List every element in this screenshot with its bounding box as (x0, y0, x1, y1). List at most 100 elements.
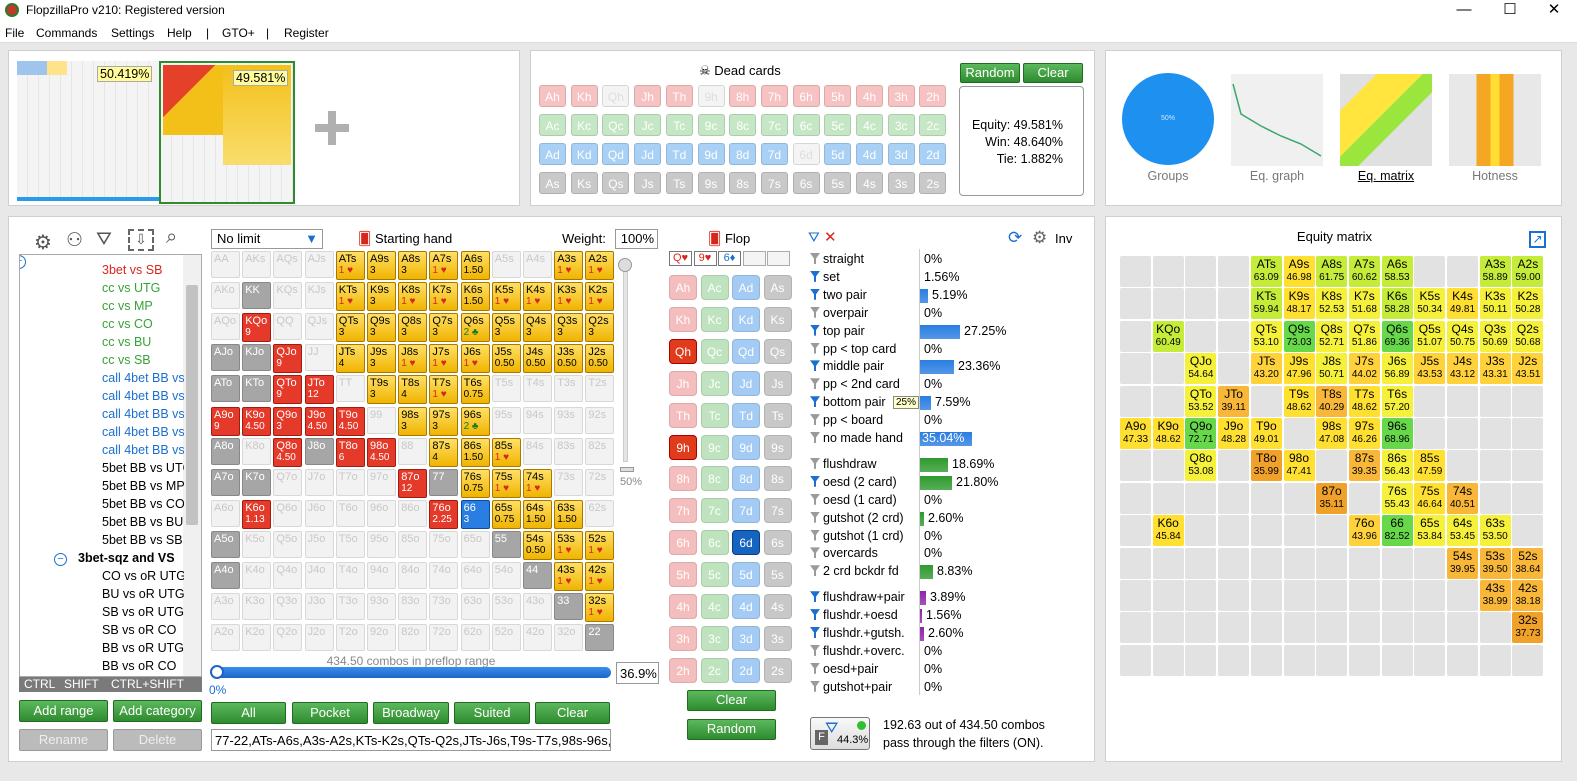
hotness-thumbnail[interactable] (1449, 74, 1541, 166)
equity-matrix-cell-A9s[interactable]: A9s 46.98 (1283, 256, 1315, 287)
dead-card-Qc[interactable]: Qc (602, 114, 630, 136)
equity-matrix-cell-76s[interactable]: 76s 55.43 (1381, 482, 1413, 514)
stat-row-middle-pair[interactable]: middle pair (810, 359, 884, 373)
equity-matrix-cell-QTs[interactable]: QTs 53.10 (1250, 320, 1282, 352)
flop-card-Jd[interactable]: Jd (732, 370, 760, 396)
select-suited-button[interactable]: Suited (454, 702, 530, 724)
tree-item[interactable]: cc vs SB (102, 353, 151, 367)
dead-card-Jc[interactable]: Jc (634, 114, 662, 136)
hand-cell-KJo[interactable]: KJo (242, 344, 272, 372)
dead-card-9c[interactable]: 9c (697, 114, 725, 136)
equity-matrix-cell-98o[interactable]: 98o 47.41 (1283, 450, 1315, 482)
hand-cell-A9o[interactable]: A9o 9 (211, 406, 240, 436)
tree-item[interactable]: 5bet BB vs CO (102, 497, 184, 511)
hand-cell-75s[interactable]: 75s 1 ♥ (491, 468, 521, 498)
import-icon[interactable]: ⇩ (128, 229, 154, 251)
filter-toggle-icon[interactable] (810, 432, 820, 443)
hand-cell-T3s[interactable]: T3s (554, 375, 584, 403)
hand-cell-75o[interactable]: 75o (429, 530, 459, 558)
equity-matrix-cell-T7s[interactable]: T7s 48.62 (1348, 385, 1380, 417)
dead-card-6h[interactable]: 6h (792, 85, 820, 107)
filter-toggle-icon[interactable] (810, 627, 820, 638)
hand-cell-72s[interactable]: 72s (585, 468, 615, 496)
equity-matrix-cell-T9s[interactable]: T9s 48.62 (1283, 385, 1315, 417)
dead-card-6s[interactable]: 6s (792, 172, 820, 194)
dead-card-9d[interactable]: 9d (697, 143, 725, 165)
stat-row-gutshot-1-crd-[interactable]: gutshot (1 crd) (810, 529, 904, 543)
hand-cell-QTo[interactable]: QTo 9 (273, 375, 303, 405)
select-pocket-button[interactable]: Pocket (292, 702, 368, 724)
hand-cell-K8s[interactable]: K8s 1 ♥ (398, 282, 428, 312)
dead-card-4d[interactable]: 4d (856, 143, 883, 165)
hand-cell-J4o[interactable]: J4o (304, 562, 334, 589)
filter-toggle-icon[interactable] (810, 547, 820, 559)
equity-matrix-cell-63s[interactable]: 63s 53.50 (1479, 515, 1511, 547)
stat-row-flushdr-oesd[interactable]: flushdr.+oesd (810, 608, 898, 622)
equity-matrix-cell-64s[interactable]: 64s 53.45 (1447, 515, 1478, 547)
menu-gto[interactable]: GTO+ (222, 26, 255, 40)
hand-cell-Q2o[interactable]: Q2o (273, 624, 303, 652)
flop-card-6h[interactable]: 6h (669, 530, 697, 556)
dead-card-3d[interactable]: 3d (887, 143, 915, 165)
equity-matrix-cell-42s[interactable]: 42s 38.18 (1512, 580, 1544, 611)
board-card-slot[interactable]: 9♥ (693, 251, 717, 266)
equity-matrix-cell-J5s[interactable]: J5s 43.53 (1414, 353, 1446, 385)
flop-card-9d[interactable]: 9d (732, 434, 760, 460)
equity-matrix-cell-J6s[interactable]: J6s 56.89 (1381, 353, 1413, 385)
hand-cell-62o[interactable]: 62o (460, 624, 490, 652)
equity-matrix-cell-Q3s[interactable]: Q3s 50.69 (1479, 320, 1511, 352)
filter-toggle-icon[interactable] (810, 378, 820, 390)
range-text-input[interactable]: 77-22,ATs-A6s,A3s-A2s,KTs-K2s,QTs-Q2s,JT… (211, 729, 611, 751)
equity-matrix-cell-J9s[interactable]: J9s 47.96 (1283, 353, 1315, 385)
stat-row-two-pair[interactable]: two pair (810, 288, 867, 302)
tree-item[interactable]: call 4bet BB vs MP (102, 389, 184, 403)
equity-matrix-cell-J9o[interactable]: J9o 48.28 (1218, 418, 1250, 449)
equity-matrix-cell-A8s[interactable]: A8s 61.75 (1316, 256, 1348, 287)
filter-toggle-icon[interactable] (810, 324, 820, 336)
stat-row-no-made-hand[interactable]: no made hand (810, 431, 903, 445)
hand-cell-74o[interactable]: 74o (429, 562, 459, 589)
random-dead-cards-button[interactable]: Random (960, 63, 1020, 83)
tree-item[interactable]: cc vs CO (102, 317, 153, 331)
flop-card-Qd[interactable]: Qd (732, 338, 760, 364)
dead-card-Ts[interactable]: Ts (665, 172, 693, 194)
hand-cell-T9s[interactable]: T9s 3 (367, 375, 396, 405)
hand-cell-KTs[interactable]: KTs 1 ♥ (335, 282, 365, 312)
clear-filters-icon[interactable]: ✕ (824, 229, 837, 246)
groups-view-label[interactable]: Groups (1147, 169, 1189, 183)
hand-cell-Q9s[interactable]: Q9s 3 (367, 313, 396, 343)
hand-cell-66[interactable]: 66 3 (460, 499, 490, 529)
flop-card-3s[interactable]: 3s (763, 625, 792, 651)
filter-toggle-icon[interactable] (810, 396, 820, 408)
random-flop-button[interactable]: Random (687, 719, 776, 740)
tree-item[interactable]: BB vs oR UTG/MP (102, 641, 184, 655)
hand-cell-KTo[interactable]: KTo (242, 375, 272, 403)
filter-toggle-icon[interactable] (810, 306, 820, 318)
dead-card-5h[interactable]: 5h (824, 85, 852, 107)
hand-cell-T3o[interactable]: T3o (335, 593, 365, 621)
hand-cell-K4s[interactable]: K4s 1 ♥ (523, 282, 552, 312)
stat-row-set[interactable]: set (810, 270, 840, 284)
dead-card-Tc[interactable]: Tc (665, 114, 693, 136)
dead-card-As[interactable]: As (539, 172, 566, 194)
hand-cell-32s[interactable]: 32s 1 ♥ (585, 593, 615, 623)
hand-cell-K5s[interactable]: K5s 1 ♥ (491, 282, 521, 312)
hand-cell-55[interactable]: 55 (491, 530, 521, 558)
flop-card-9c[interactable]: 9c (700, 434, 729, 460)
equity-matrix-cell-66[interactable]: 66 82.52 (1381, 515, 1413, 547)
hand-cell-T2o[interactable]: T2o (335, 624, 365, 652)
flop-card-2d[interactable]: 2d (732, 657, 760, 683)
hand-cell-43o[interactable]: 43o (523, 593, 552, 621)
dead-card-Jh[interactable]: Jh (634, 85, 662, 107)
stat-row-flushdraw-pair[interactable]: flushdraw+pair (810, 590, 905, 604)
collapse-icon[interactable]: − (54, 553, 67, 566)
select-broadway-button[interactable]: Broadway (373, 702, 449, 724)
hand-cell-62s[interactable]: 62s (585, 499, 615, 527)
dead-card-6d[interactable]: 6d (792, 143, 820, 165)
add-player-icon[interactable] (315, 111, 349, 145)
hand-cell-52s[interactable]: 52s 1 ♥ (585, 530, 615, 560)
hand-cell-J8o[interactable]: J8o (304, 437, 334, 465)
dead-card-9h[interactable]: 9h (697, 85, 725, 107)
hand-cell-T9o[interactable]: T9o 4.50 (335, 406, 365, 436)
search-icon[interactable]: ⌕ (166, 226, 178, 248)
